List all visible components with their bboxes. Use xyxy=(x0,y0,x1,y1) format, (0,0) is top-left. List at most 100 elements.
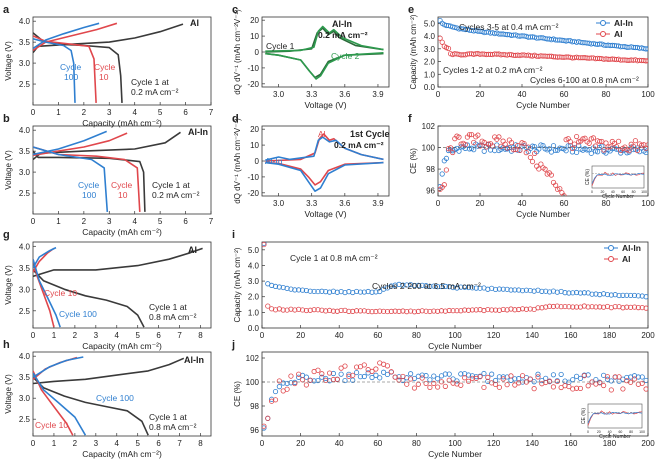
data-point-j-1 xyxy=(392,374,398,380)
data-point-i-1 xyxy=(496,307,502,313)
y-tick-label: 100 xyxy=(422,144,436,153)
data-point-i-1 xyxy=(346,308,352,314)
data-point-i-0 xyxy=(597,292,603,298)
data-point-j-0 xyxy=(342,377,348,384)
data-point-i-1 xyxy=(512,307,518,313)
data-point-i-1 xyxy=(589,304,595,310)
annotation-g-3: 0.8 mA cm⁻² xyxy=(149,312,197,322)
x-tick-label: 100 xyxy=(641,90,655,99)
data-layer-e xyxy=(438,17,648,64)
data-point-f-1 xyxy=(632,138,639,144)
series-line-d-2 xyxy=(265,136,384,161)
x-tick-label: 80 xyxy=(412,439,421,448)
y-tick-label: 3.0 xyxy=(19,394,31,403)
y-tick-label: 10 xyxy=(250,32,259,41)
data-point-i-0 xyxy=(643,294,648,300)
data-point-f-1 xyxy=(557,186,563,192)
data-point-j-0 xyxy=(442,371,448,377)
data-layer-a xyxy=(33,22,184,103)
x-tick-label: 100 xyxy=(448,439,462,448)
y-tick-label: 4.0 xyxy=(19,242,31,251)
data-point-j-1 xyxy=(442,383,448,389)
data-point-i-1 xyxy=(353,308,360,314)
data-point-f-1 xyxy=(485,141,491,147)
x-tick-label: 5 xyxy=(158,217,163,226)
y-axis-label-a: Voltage (V) xyxy=(4,41,13,81)
x-tick-label: 5 xyxy=(158,108,163,117)
data-point-j-1 xyxy=(608,387,614,393)
x-tick-label: 3.9 xyxy=(372,199,384,208)
data-point-i-1 xyxy=(543,304,549,310)
data-point-j-1 xyxy=(477,374,483,380)
data-point-i-1 xyxy=(535,305,541,311)
annotation-h-1: Cycle 10 xyxy=(35,420,68,430)
y-tick-label: 98 xyxy=(426,165,435,174)
data-point-i-1 xyxy=(450,308,456,314)
legend-marker-i-1 xyxy=(608,256,614,262)
data-point-j-0 xyxy=(535,371,541,377)
data-point-j-1 xyxy=(597,380,603,386)
series-line-a-2 xyxy=(33,35,97,103)
data-point-j-1 xyxy=(531,386,537,392)
data-point-f-1 xyxy=(456,134,462,140)
data-point-i-1 xyxy=(419,308,425,314)
y-tick-label: 1.0 xyxy=(248,308,260,317)
data-point-j-0 xyxy=(373,372,379,378)
x-tick-label: 60 xyxy=(560,199,569,208)
annotation-a-2: Cycle xyxy=(94,62,116,72)
data-point-f-1 xyxy=(517,147,523,154)
data-point-i-0 xyxy=(543,288,549,294)
y-tick-label: 2.5 xyxy=(19,80,31,89)
data-point-i-1 xyxy=(620,305,626,311)
series-line-h-1 xyxy=(33,357,185,385)
data-point-f-1 xyxy=(531,150,538,157)
data-point-f-1 xyxy=(443,167,449,173)
data-point-j-0 xyxy=(315,377,321,384)
data-point-i-1 xyxy=(411,309,418,315)
data-point-j-1 xyxy=(573,385,580,391)
data-point-e-1 xyxy=(445,45,452,52)
inset-x-tick-j: 80 xyxy=(629,430,633,434)
panel-label-g: g xyxy=(3,229,10,241)
data-point-i-1 xyxy=(639,304,645,311)
panel-title-d: 0.2 mA cm⁻² xyxy=(334,140,384,150)
data-point-j-0 xyxy=(489,371,495,377)
data-point-j-1 xyxy=(604,374,611,380)
data-point-f-1 xyxy=(441,182,447,188)
data-point-j-1 xyxy=(411,385,418,391)
data-point-f-1 xyxy=(590,135,597,141)
annotation-g-1: Cycle 100 xyxy=(59,309,97,319)
data-point-j-1 xyxy=(462,375,468,381)
data-point-j-1 xyxy=(342,363,348,369)
data-point-j-1 xyxy=(388,369,394,375)
data-point-i-1 xyxy=(566,304,572,310)
x-tick-label: 1 xyxy=(52,439,57,448)
data-point-j-1 xyxy=(323,377,329,383)
data-point-e-0 xyxy=(645,46,648,52)
data-point-f-0 xyxy=(439,171,445,177)
inset-x-tick-f: 20 xyxy=(600,190,604,194)
inset-x-tick-j: 40 xyxy=(608,430,612,434)
data-point-i-1 xyxy=(519,306,526,312)
data-point-i-0 xyxy=(639,293,645,299)
panel-title-h: Al-In xyxy=(184,355,204,365)
data-point-f-1 xyxy=(607,144,613,150)
data-point-e-0 xyxy=(643,46,648,52)
series-line-b-1 xyxy=(33,131,181,161)
x-tick-label: 1 xyxy=(56,108,61,117)
data-point-i-0 xyxy=(431,283,437,289)
data-point-j-1 xyxy=(504,382,510,388)
data-point-f-0 xyxy=(538,142,544,148)
inset-frame-f xyxy=(591,165,645,189)
plot-frame-b xyxy=(32,125,212,215)
data-point-j-1 xyxy=(585,383,591,389)
series-line-h-5 xyxy=(33,356,84,378)
y-tick-label: 0 xyxy=(255,48,260,57)
data-point-i-1 xyxy=(404,309,410,315)
x-tick-label: 100 xyxy=(641,199,655,208)
x-tick-label: 3.0 xyxy=(273,90,285,99)
data-point-j-0 xyxy=(311,378,317,384)
y-tick-label: 102 xyxy=(422,122,436,131)
x-tick-label: 3 xyxy=(94,439,99,448)
data-point-j-0 xyxy=(380,369,387,375)
